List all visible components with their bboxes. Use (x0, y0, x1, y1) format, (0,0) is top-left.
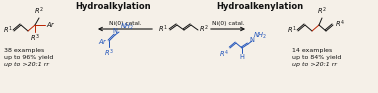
Text: $R^2$: $R^2$ (34, 6, 44, 17)
Text: up to >20:1 rr: up to >20:1 rr (292, 62, 337, 67)
Text: Ni(0) catal.: Ni(0) catal. (212, 20, 244, 25)
Text: $Ar$: $Ar$ (98, 36, 108, 45)
Text: $R^2$: $R^2$ (317, 6, 327, 17)
Text: H: H (240, 54, 245, 60)
Text: $R^3$: $R^3$ (30, 33, 40, 44)
Text: $R^1$: $R^1$ (287, 24, 297, 36)
Text: Ni(0) catal.: Ni(0) catal. (109, 20, 141, 25)
Text: $R^1$: $R^1$ (158, 23, 168, 35)
Text: $R^4$: $R^4$ (335, 18, 345, 30)
Text: up to >20:1 rr: up to >20:1 rr (4, 62, 49, 67)
Text: up to 84% yield: up to 84% yield (292, 55, 341, 60)
Text: 14 examples: 14 examples (292, 48, 332, 53)
Text: $R^4$: $R^4$ (219, 49, 229, 60)
Text: Hydroalkenylation: Hydroalkenylation (217, 2, 304, 11)
Text: up to 96% yield: up to 96% yield (4, 55, 53, 60)
Text: 38 examples: 38 examples (4, 48, 44, 53)
Text: N: N (113, 28, 118, 34)
Text: $NH_2$: $NH_2$ (120, 22, 135, 32)
Text: $R^3$: $R^3$ (104, 48, 114, 59)
Text: $NH_2$: $NH_2$ (253, 31, 268, 41)
Text: $Ar$: $Ar$ (46, 20, 56, 28)
Text: $R^2$: $R^2$ (199, 23, 209, 35)
Text: $R^1$: $R^1$ (3, 24, 13, 36)
Text: Hydroalkylation: Hydroalkylation (75, 2, 151, 11)
Text: N: N (249, 37, 254, 43)
